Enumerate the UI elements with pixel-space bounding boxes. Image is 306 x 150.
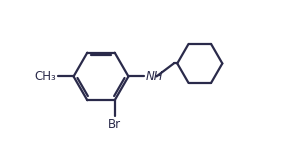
Text: NH: NH	[145, 70, 163, 83]
Text: Br: Br	[108, 118, 121, 131]
Text: CH₃: CH₃	[35, 70, 56, 83]
